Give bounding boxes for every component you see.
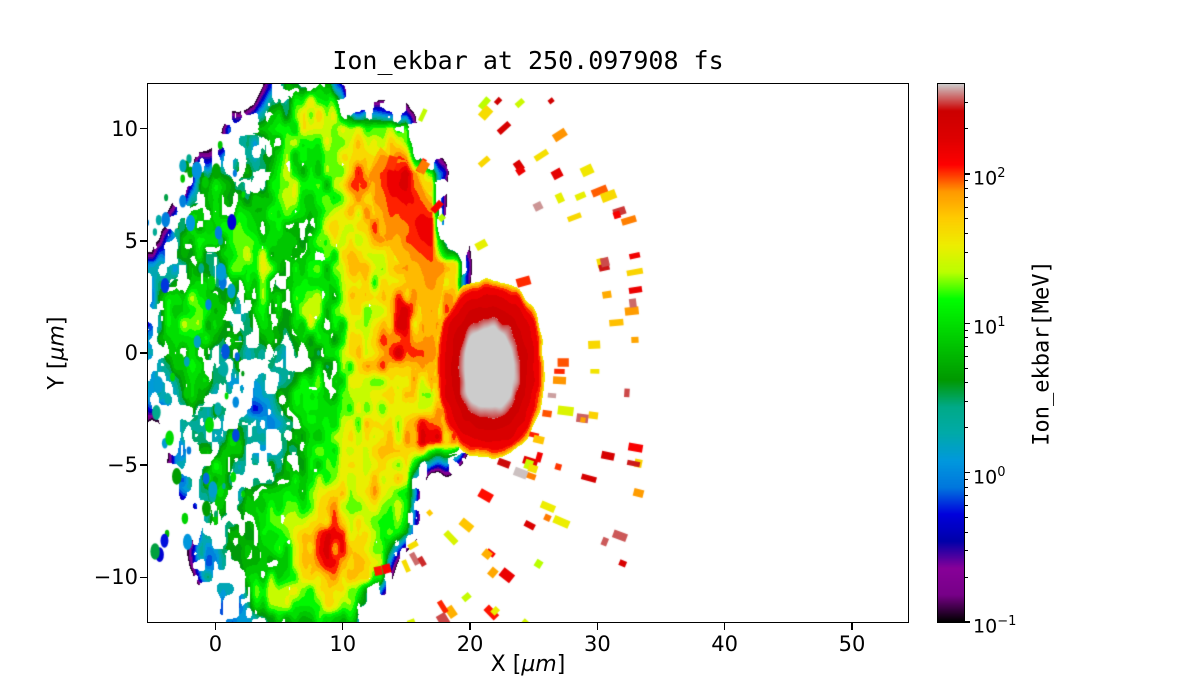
y-axis-label-text: Y [: [44, 360, 70, 390]
colorbar-tick-label: 10−1: [973, 614, 1017, 638]
x-tick-mark: [342, 622, 344, 630]
x-tick-label: 30: [584, 632, 611, 656]
x-tick-mark: [596, 622, 598, 630]
y-tick-mark: [140, 464, 148, 466]
colorbar-tick-label: 101: [973, 315, 1006, 339]
colorbar-minor-tick-mark: [964, 277, 968, 279]
x-tick-label: 0: [208, 632, 223, 656]
y-axis-unit: µm: [44, 325, 70, 361]
colorbar-canvas: [938, 84, 964, 622]
colorbar: [937, 83, 965, 623]
y-tick-label: 10: [111, 116, 138, 141]
x-tick-mark: [469, 622, 471, 630]
x-tick-label: 40: [711, 632, 739, 656]
colorbar-minor-tick-mark: [964, 329, 968, 331]
colorbar-tick-mark: [964, 472, 970, 474]
y-tick-mark: [140, 576, 148, 578]
y-axis-label-close: ]: [44, 316, 70, 326]
colorbar-tick-mark: [964, 621, 970, 623]
colorbar-minor-tick-mark: [964, 187, 968, 189]
x-axis-label-text: X [: [490, 652, 522, 677]
y-tick-mark: [140, 352, 148, 354]
colorbar-minor-tick-mark: [964, 550, 968, 552]
colorbar-minor-tick-mark: [964, 427, 968, 429]
chart-title: Ion_ekbar at 250.097908 fs: [332, 46, 724, 75]
plot-area: [147, 83, 909, 623]
colorbar-minor-tick-mark: [964, 251, 968, 253]
y-tick-mark: [140, 128, 148, 130]
x-axis-unit: µm: [521, 652, 557, 677]
x-tick-label: 20: [456, 632, 484, 656]
y-tick-label: −10: [93, 565, 138, 590]
colorbar-minor-tick-mark: [964, 382, 968, 384]
colorbar-minor-tick-mark: [964, 367, 968, 369]
x-tick-label: 50: [838, 632, 866, 656]
colorbar-minor-tick-mark: [964, 345, 968, 347]
colorbar-minor-tick-mark: [964, 218, 968, 220]
colorbar-minor-tick-mark: [964, 128, 968, 130]
colorbar-minor-tick-mark: [964, 196, 968, 198]
heatmap-canvas: [148, 84, 908, 622]
colorbar-minor-tick-mark: [964, 505, 968, 507]
colorbar-minor-tick-mark: [964, 337, 968, 339]
colorbar-minor-tick-mark: [964, 400, 968, 402]
x-axis-label: X [µm]: [148, 652, 908, 677]
colorbar-minor-tick-mark: [964, 206, 968, 208]
y-tick-label: 0: [124, 341, 138, 365]
colorbar-minor-tick-mark: [964, 517, 968, 519]
colorbar-minor-tick-mark: [964, 486, 968, 488]
colorbar-minor-tick-mark: [964, 576, 968, 578]
y-axis-label: Y [µm]: [45, 316, 70, 389]
y-tick-mark: [140, 240, 148, 242]
colorbar-tick-label: 100: [973, 464, 1006, 488]
colorbar-minor-tick-mark: [964, 102, 968, 104]
y-tick-label: 5: [124, 228, 138, 253]
colorbar-minor-tick-mark: [964, 531, 968, 533]
x-tick-label: 10: [329, 632, 357, 656]
y-tick-label: −5: [107, 453, 138, 478]
colorbar-minor-tick-mark: [964, 495, 968, 497]
colorbar-tick-mark: [964, 173, 970, 175]
colorbar-minor-tick-mark: [964, 355, 968, 357]
colorbar-tick-label: 102: [973, 165, 1006, 190]
x-axis-label-close: ]: [556, 652, 566, 677]
colorbar-minor-tick-mark: [964, 180, 968, 182]
x-tick-mark: [724, 622, 726, 630]
colorbar-minor-tick-mark: [964, 478, 968, 480]
x-tick-mark: [214, 622, 217, 630]
colorbar-label: Ion_ekbar[MeV]: [1029, 260, 1055, 446]
x-tick-mark: [851, 622, 853, 630]
colorbar-minor-tick-mark: [964, 232, 968, 234]
colorbar-tick-mark: [964, 322, 970, 324]
